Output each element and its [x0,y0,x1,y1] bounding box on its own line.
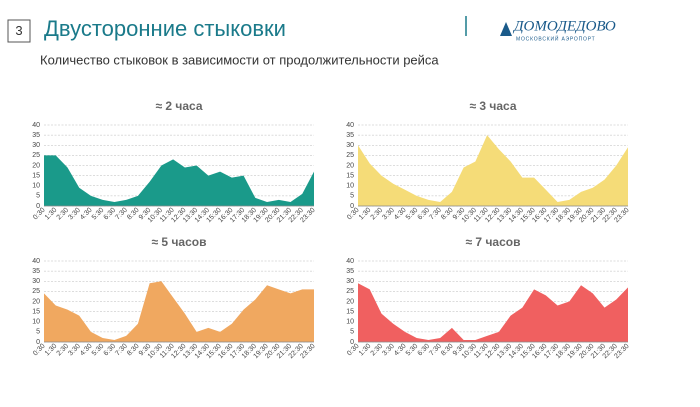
y-tick-label: 40 [346,122,354,129]
x-tick-label: 8:30 [126,343,141,358]
y-tick-label: 20 [32,298,40,305]
x-tick-label: 5:30 [405,207,420,222]
y-tick-label: 5 [36,329,40,336]
y-tick-label: 40 [32,122,40,129]
slide-number: 3 [15,23,22,38]
y-tick-label: 35 [346,268,354,275]
y-tick-label: 35 [346,132,354,139]
x-tick-label: 6:30 [103,207,118,222]
x-tick-label: 3:30 [381,343,396,358]
area [358,283,628,342]
chart-title: ≈ 5 часов [152,235,207,249]
x-tick-label: 2:30 [56,343,71,358]
y-tick-label: 15 [346,172,354,179]
x-tick-label: 7:30 [114,343,129,358]
x-tick-label: 6:30 [417,207,432,222]
y-tick-label: 10 [346,319,354,326]
y-tick-label: 0 [350,203,354,210]
y-tick-label: 15 [32,308,40,315]
y-tick-label: 20 [346,298,354,305]
x-tick-label: 7:30 [114,207,129,222]
y-tick-label: 10 [346,183,354,190]
y-tick-label: 30 [32,278,40,285]
area [358,135,628,206]
x-tick-label: 3:30 [381,207,396,222]
x-tick-label: 2:30 [370,207,385,222]
x-tick-label: 8:30 [126,207,141,222]
y-tick-label: 5 [36,193,40,200]
x-tick-label: 3:30 [67,207,82,222]
charts: ≈ 2 часа05101520253035400:301:302:303:30… [32,99,631,360]
x-tick-label: 4:30 [393,343,408,358]
logo: ДОМОДЕДОВО [512,18,616,34]
x-tick-label: 2:30 [370,343,385,358]
y-tick-label: 0 [350,339,354,346]
slide-subtitle: Количество стыковок в зависимости от про… [40,52,439,67]
y-tick-label: 30 [346,142,354,149]
x-tick-label: 0:30 [346,207,361,222]
x-tick-label: 1:30 [44,343,59,358]
logo-icon [500,22,512,36]
logo-subtext: МОСКОВСКИЙ АЭРОПОРТ [516,34,595,42]
y-tick-label: 35 [32,268,40,275]
y-tick-label: 30 [32,142,40,149]
y-tick-label: 25 [346,152,354,159]
x-tick-label: 7:30 [428,207,443,222]
slide-number-box [7,19,31,43]
y-tick-label: 5 [350,193,354,200]
chart-title: ≈ 2 часа [155,99,202,113]
x-tick-label: 8:30 [440,343,455,358]
area [44,155,314,206]
x-tick-label: 4:30 [393,207,408,222]
x-tick-label: 5:30 [405,343,420,358]
x-tick-label: 6:30 [417,343,432,358]
y-tick-label: 25 [32,288,40,295]
x-tick-label: 0:30 [32,207,47,222]
x-tick-label: 5:30 [91,343,106,358]
x-tick-label: 1:30 [358,207,373,222]
x-tick-label: 0:30 [32,343,47,358]
x-tick-label: 5:30 [91,207,106,222]
y-tick-label: 0 [36,203,40,210]
y-tick-label: 20 [32,162,40,169]
y-tick-label: 20 [346,162,354,169]
y-tick-label: 15 [32,172,40,179]
y-tick-label: 25 [32,152,40,159]
y-tick-label: 0 [36,339,40,346]
x-tick-label: 3:30 [67,343,82,358]
x-tick-label: 1:30 [44,207,59,222]
x-tick-label: 0:30 [346,343,361,358]
y-tick-label: 40 [32,258,40,265]
x-tick-label: 4:30 [79,207,94,222]
y-tick-label: 40 [346,258,354,265]
y-tick-label: 5 [350,329,354,336]
chart-title: ≈ 3 часа [469,99,516,113]
x-tick-label: 6:30 [103,343,118,358]
y-tick-label: 15 [346,308,354,315]
y-tick-label: 35 [32,132,40,139]
y-tick-label: 10 [32,183,40,190]
x-tick-label: 7:30 [428,343,443,358]
y-tick-label: 10 [32,319,40,326]
x-tick-label: 1:30 [358,343,373,358]
x-tick-label: 4:30 [79,343,94,358]
chart-title: ≈ 7 часов [466,235,521,249]
y-tick-label: 25 [346,288,354,295]
area [44,281,314,342]
x-tick-label: 2:30 [56,207,71,222]
y-tick-label: 30 [346,278,354,285]
x-tick-label: 8:30 [440,207,455,222]
slide-title: Двусторонние стыковки [44,16,286,41]
